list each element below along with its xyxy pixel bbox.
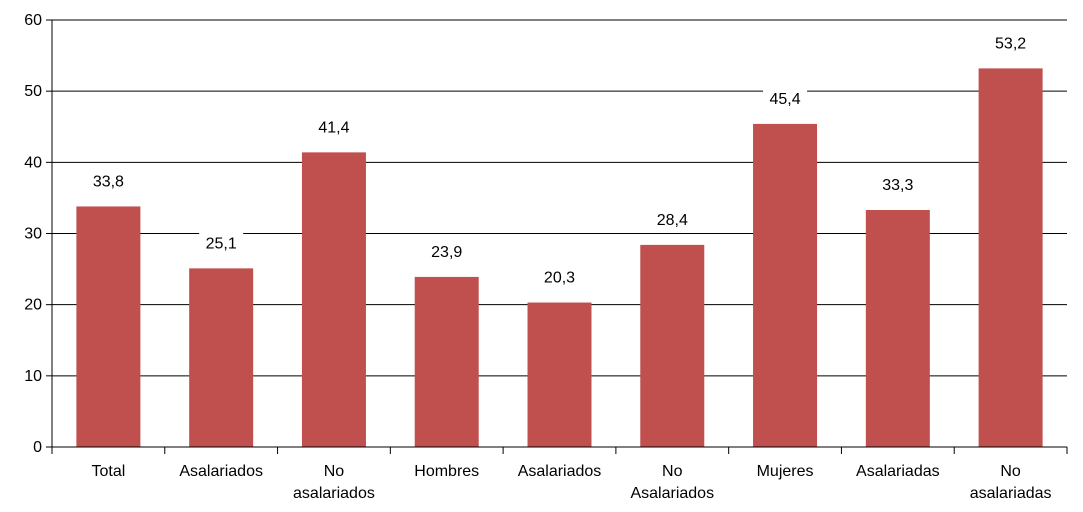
x-category-label: Asalariadas	[856, 463, 940, 480]
data-label-bg	[875, 174, 920, 197]
x-category-label: Total	[91, 463, 125, 480]
x-category-label-line: No	[324, 463, 345, 480]
data-label-bg	[988, 32, 1033, 55]
data-label-bg	[199, 232, 244, 255]
x-category-label: No asalariados	[293, 463, 375, 502]
data-label: 53,2	[995, 35, 1026, 52]
bar	[865, 210, 930, 447]
data-label-bg	[537, 266, 582, 289]
x-category-label-line: Asalariados	[179, 463, 263, 480]
data-label-bg	[424, 240, 469, 263]
x-category-label-line: asalariadas	[970, 485, 1052, 502]
x-category-label: Asalariados	[518, 463, 602, 480]
data-label-bg	[650, 208, 695, 231]
x-category-label-line: Mujeres	[757, 463, 814, 480]
x-category-label-line: Total	[91, 463, 125, 480]
y-tick-label: 0	[33, 439, 42, 456]
data-label-bg	[311, 116, 356, 139]
x-category-label-line: Asalariados	[630, 485, 714, 502]
x-category-label-line: No	[1000, 463, 1021, 480]
bar	[189, 268, 254, 447]
x-category-label: Hombres	[414, 463, 479, 480]
bar	[753, 123, 818, 448]
x-category-label-line: Asalariados	[518, 463, 602, 480]
data-label: 28,4	[657, 212, 688, 229]
x-category-label: No asalariadas	[970, 463, 1052, 502]
x-category-label: Mujeres	[757, 463, 814, 480]
x-category-label-line: No	[662, 463, 683, 480]
data-label: 33,3	[882, 177, 913, 194]
y-tick-label: 60	[24, 12, 42, 29]
y-tick-label: 50	[24, 83, 42, 100]
data-label-bg	[86, 170, 131, 193]
data-label: 23,9	[431, 244, 462, 261]
data-label: 45,4	[769, 91, 800, 108]
bar	[76, 206, 141, 447]
bar	[640, 244, 705, 447]
x-category-label: Asalariados	[179, 463, 263, 480]
bar	[527, 302, 592, 447]
data-label: 25,1	[206, 235, 237, 252]
y-tick-label: 20	[24, 297, 42, 314]
data-label: 20,3	[544, 270, 575, 287]
y-tick-label: 30	[24, 226, 42, 243]
x-category-label-line: asalariados	[293, 485, 375, 502]
data-label: 41,4	[318, 119, 349, 136]
x-category-label-line: Hombres	[414, 463, 479, 480]
y-tick-label: 10	[24, 368, 42, 385]
bar	[414, 276, 479, 447]
x-category-label: No Asalariados	[630, 463, 714, 502]
x-category-label-line: Asalariadas	[856, 463, 940, 480]
y-tick-label: 40	[24, 154, 42, 171]
data-label: 33,8	[93, 173, 124, 190]
bar	[301, 152, 366, 447]
data-label-bg	[763, 87, 808, 110]
bar	[978, 68, 1043, 447]
